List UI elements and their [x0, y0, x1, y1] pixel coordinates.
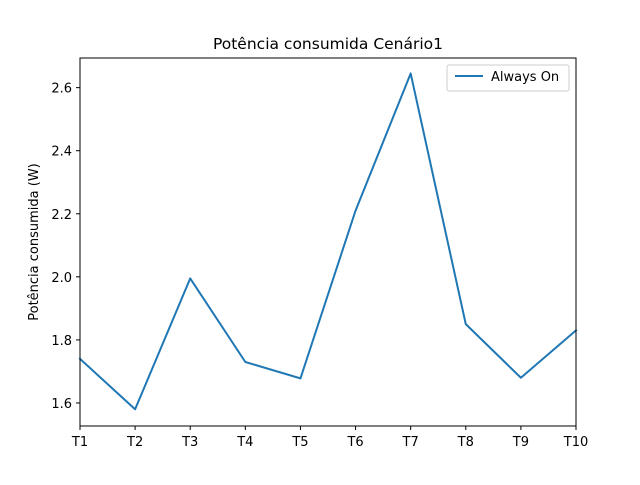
- y-tick-label: 2.6: [51, 82, 72, 97]
- chart-title: Potência consumida Cenário1: [213, 35, 443, 53]
- y-tick-label: 1.8: [51, 334, 72, 349]
- x-tick-label: T6: [346, 435, 363, 450]
- x-tick-label: T2: [126, 435, 143, 450]
- y-tick-label: 2.4: [51, 145, 72, 160]
- y-tick-label: 2.2: [51, 208, 72, 223]
- legend: Always On: [446, 64, 570, 92]
- x-tick-label: T4: [236, 435, 253, 450]
- x-tick-label: T9: [512, 435, 529, 450]
- series-line-always-on: [78, 72, 578, 411]
- x-tick-label: T3: [181, 435, 198, 450]
- legend-label-always-on: Always On: [491, 70, 559, 85]
- axes-frame: [79, 57, 577, 427]
- y-axis-label: Potência consumida (W): [27, 163, 42, 321]
- x-tick-label: T5: [291, 435, 308, 450]
- legend-frame: [446, 64, 570, 92]
- x-tick-label: T8: [457, 435, 474, 450]
- plot-area: T1 T2 T3 T4 T5 T6 T7 T8 T9 T10 1.6 1.8 2.0 2.2 2.4 2.6: [51, 57, 588, 450]
- y-tick-label: 1.6: [51, 397, 72, 412]
- x-tick-label: T10: [563, 435, 588, 450]
- x-tick-label: T1: [71, 435, 88, 450]
- x-tick-label: T7: [402, 435, 419, 450]
- y-tick-label: 2.0: [51, 271, 72, 286]
